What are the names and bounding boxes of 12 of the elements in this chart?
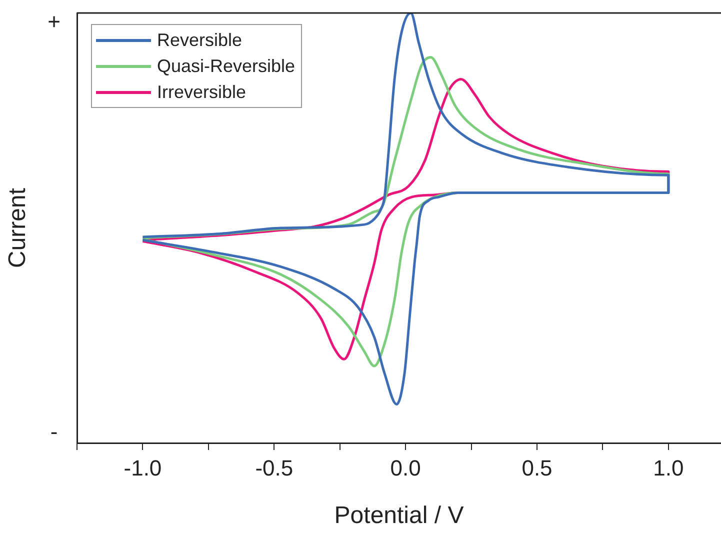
legend-label: Reversible: [157, 29, 242, 52]
y-axis-title: Current: [4, 188, 32, 268]
x-tick-label: -0.5: [255, 455, 294, 480]
x-tick-label: 1.0: [653, 455, 684, 480]
x-tick-label: 0.5: [522, 455, 552, 480]
legend-label: Irreversible: [157, 81, 246, 104]
text: -: [50, 419, 58, 444]
legend-label: Quasi-Reversible: [157, 55, 296, 78]
x-axis-title: Potential / V: [334, 502, 464, 530]
text: +: [48, 9, 60, 34]
x-tick-label: 0.0: [390, 455, 421, 480]
x-tick-label: -1.0: [124, 455, 162, 480]
